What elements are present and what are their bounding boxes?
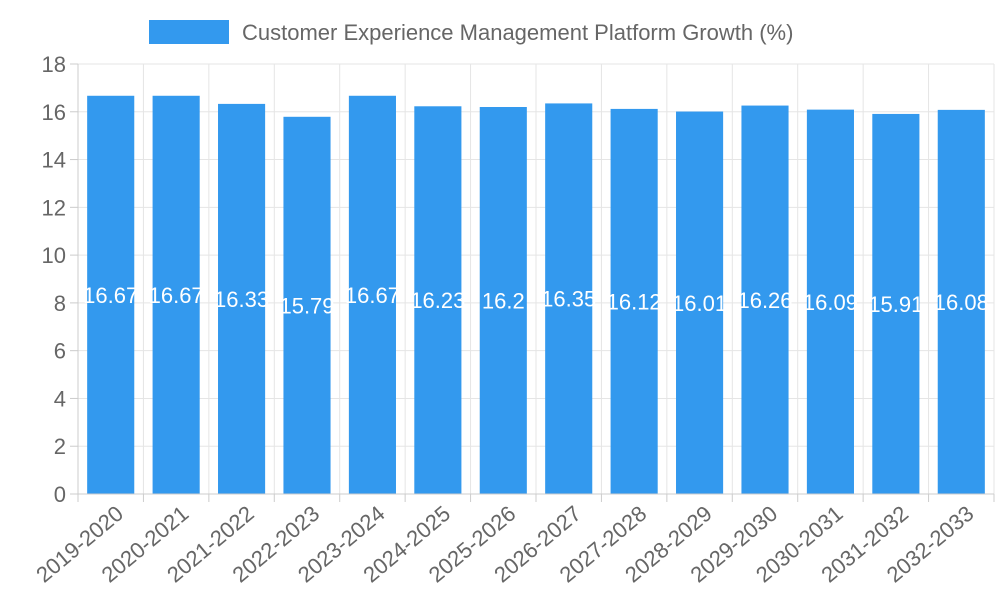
y-tick-label: 16 (42, 100, 66, 125)
grid (77, 63, 995, 495)
bar (676, 111, 724, 495)
y-tick-label: 8 (54, 291, 66, 316)
bar (610, 108, 658, 495)
y-tick-label: 14 (42, 148, 66, 173)
bar (218, 103, 266, 495)
y-tick-label: 4 (54, 386, 66, 411)
data-label: 16.09 (803, 290, 858, 315)
legend: Customer Experience Management Platform … (149, 20, 793, 45)
y-tick-label: 0 (54, 482, 66, 507)
bar (348, 95, 396, 495)
data-label: 16.26 (737, 288, 792, 313)
bar (479, 107, 527, 494)
y-tick-label: 6 (54, 339, 66, 364)
bars (87, 95, 985, 495)
data-label: 16.08 (934, 290, 989, 315)
bar (937, 109, 985, 494)
bar (152, 95, 200, 495)
data-label: 16.01 (672, 291, 727, 316)
data-label: 16.33 (214, 287, 269, 312)
y-tick-label: 10 (42, 243, 66, 268)
data-label: 16.35 (541, 287, 596, 312)
bar (872, 113, 920, 494)
legend-swatch (149, 20, 229, 44)
bar (741, 105, 789, 495)
data-label: 16.67 (149, 283, 204, 308)
bar (806, 109, 854, 494)
data-label: 16.23 (410, 288, 465, 313)
data-label: 15.91 (868, 292, 923, 317)
data-label: 16.2 (482, 289, 525, 314)
y-tick-label: 12 (42, 195, 66, 220)
y-tick-label: 18 (42, 52, 66, 77)
data-labels: 16.67 16.67 16.33 15.79 16.67 16.23 16.2 16.35 1… (83, 283, 989, 319)
bar (87, 95, 135, 495)
data-label: 15.79 (279, 293, 334, 318)
data-label: 16.67 (83, 283, 138, 308)
y-tick-label: 2 (54, 434, 66, 459)
bar (414, 106, 462, 495)
bar (283, 116, 331, 495)
data-label: 16.12 (607, 289, 662, 314)
data-label: 16.67 (345, 283, 400, 308)
legend-label: Customer Experience Management Platform … (242, 20, 793, 45)
bar (545, 103, 593, 495)
